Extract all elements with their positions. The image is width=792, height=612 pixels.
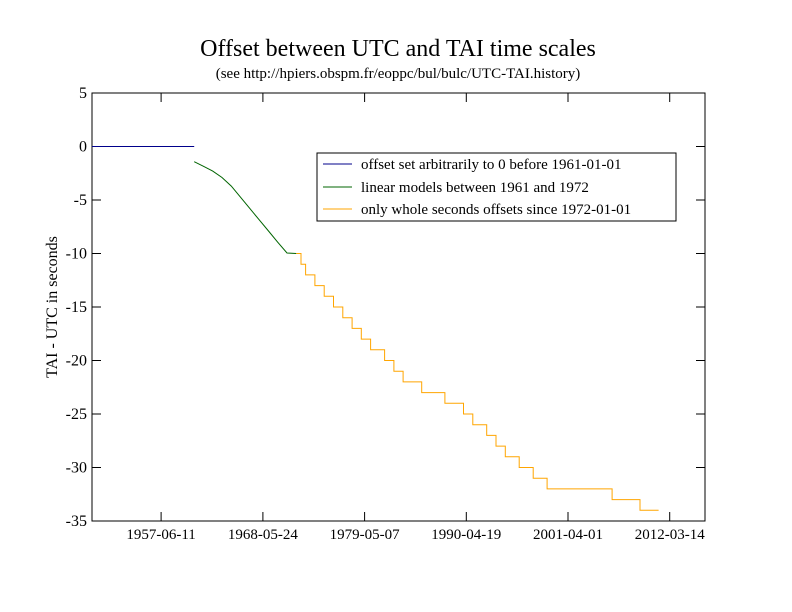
x-tick-label: 1979-05-07 xyxy=(330,527,400,543)
y-tick-label: -30 xyxy=(66,460,87,477)
legend-label-whole-seconds: only whole seconds offsets since 1972-01… xyxy=(361,202,631,218)
y-tick-label: -10 xyxy=(66,246,87,263)
chart-title: Offset between UTC and TAI time scales xyxy=(200,36,596,62)
series-whole-seconds xyxy=(296,253,659,511)
x-tick-label: 1990-04-19 xyxy=(431,527,501,543)
x-tick-label: 2001-04-01 xyxy=(533,527,603,543)
x-tick-label: 1957-06-11 xyxy=(126,527,195,543)
legend-box xyxy=(316,152,677,222)
y-tick-label: -15 xyxy=(66,299,87,316)
legend-label-offset-zero: offset set arbitrarily to 0 before 1961-… xyxy=(361,157,621,173)
x-tick-label: 1968-05-24 xyxy=(228,527,298,543)
legend-label-linear-models: linear models between 1961 and 1972 xyxy=(361,180,589,196)
y-tick-label: -35 xyxy=(66,513,87,530)
y-tick-label: 0 xyxy=(79,139,87,156)
y-tick-label: -5 xyxy=(74,192,87,209)
axes: 5 0 -5 -10 -15 -20 -25 -30 -35 1957-06-11 1968-05-… xyxy=(66,85,706,543)
y-tick-label: -25 xyxy=(66,406,87,423)
legend: offset set arbitrarily to 0 before 1961-… xyxy=(316,152,677,222)
y-axis-label: TAI - UTC in seconds xyxy=(44,236,61,378)
data-series xyxy=(92,146,659,511)
y-tick-label: 5 xyxy=(79,85,87,102)
y-tick-label: -20 xyxy=(66,353,87,370)
chart-subtitle: (see http://hpiers.obspm.fr/eoppc/bul/bu… xyxy=(216,66,581,82)
series-linear-models xyxy=(193,161,297,254)
x-tick-label: 2012-03-14 xyxy=(635,527,705,543)
